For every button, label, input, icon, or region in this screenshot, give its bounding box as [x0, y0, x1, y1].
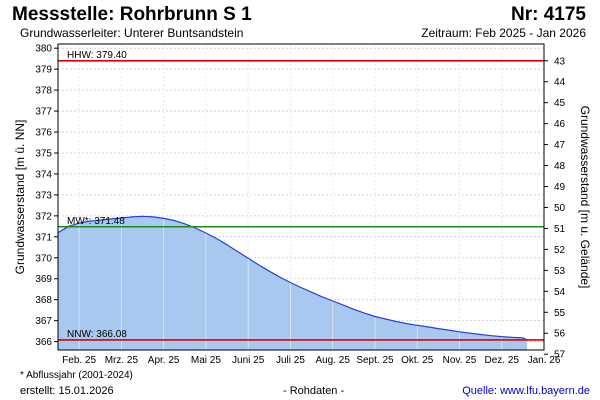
- y2-tick-label: 47: [554, 140, 566, 151]
- water-level-line: [57, 215, 528, 341]
- x-tick-label: Jan. 26: [528, 355, 561, 366]
- y-tick-label: 371: [35, 232, 52, 243]
- y-tick-label: 367: [35, 316, 52, 327]
- y-tick-label: 375: [35, 148, 52, 159]
- footnote: * Abflussjahr (2001-2024): [20, 370, 133, 381]
- created-date: erstellt: 15.01.2026: [20, 385, 114, 397]
- x-tick-label: Feb. 25: [62, 355, 96, 366]
- y-tick-label: 369: [35, 274, 52, 285]
- y2-tick-label: 55: [554, 308, 566, 319]
- reference-label: HHW: 379.40: [67, 50, 127, 61]
- y2-tick-label: 44: [554, 77, 566, 88]
- reference-label: NNW: 366.08: [67, 329, 127, 340]
- y2-tick-label: 51: [554, 224, 566, 235]
- x-tick-label: Okt. 25: [401, 355, 434, 366]
- y2-tick-label: 46: [554, 119, 566, 130]
- x-tick-label: Mai 25: [191, 355, 221, 366]
- y-tick-label: 380: [35, 44, 52, 55]
- y-tick-label: 368: [35, 295, 52, 306]
- reference-label: MW*: 371.48: [67, 216, 125, 227]
- y2-tick-label: 54: [554, 287, 566, 298]
- y-tick-label: 372: [35, 211, 52, 222]
- y-axis-label: Grundwasserstand [m ü. NN]: [13, 120, 27, 275]
- x-tick-label: Apr. 25: [148, 355, 180, 366]
- y2-tick-label: 52: [554, 245, 566, 256]
- y2-axis-label: Grundwasserstand [m u. Gelände]: [578, 106, 592, 289]
- raw-data-note: - Rohdaten -: [283, 385, 345, 397]
- y-tick-label: 370: [35, 253, 52, 264]
- x-tick-label: Mrz. 25: [105, 355, 139, 366]
- x-tick-label: Nov. 25: [443, 355, 477, 366]
- x-tick-label: Sept. 25: [356, 355, 394, 366]
- y-tick-label: 378: [35, 86, 52, 97]
- y-tick-label: 373: [35, 190, 52, 201]
- y2-tick-label: 57: [554, 350, 566, 361]
- y2-tick-label: 43: [554, 56, 566, 67]
- period-label: Zeitraum: Feb 2025 - Jan 2026: [421, 26, 586, 40]
- y-tick-label: 376: [35, 128, 52, 139]
- y2-tick-label: 53: [554, 266, 566, 277]
- x-tick-label: Juli 25: [276, 355, 305, 366]
- source-link[interactable]: Quelle: www.lfu.bayern.de: [462, 385, 590, 397]
- y2-tick-label: 45: [554, 98, 566, 109]
- x-tick-label: Aug. 25: [315, 355, 350, 366]
- y-tick-label: 379: [35, 65, 52, 76]
- y2-tick-label: 49: [554, 182, 566, 193]
- y2-tick-label: 56: [554, 329, 566, 340]
- y-tick-label: 374: [35, 169, 52, 180]
- y2-tick-label: 48: [554, 161, 566, 172]
- page-title: Messstelle: Rohrbrunn S 1: [12, 4, 252, 25]
- x-tick-label: Dez. 25: [485, 355, 520, 366]
- x-tick-label: Juni 25: [232, 355, 265, 366]
- y-tick-label: 366: [35, 337, 52, 348]
- station-number: Nr: 4175: [511, 4, 586, 25]
- plot-frame: [57, 43, 545, 351]
- y-tick-label: 377: [35, 107, 52, 118]
- water-level-area: [58, 216, 528, 350]
- y2-tick-label: 50: [554, 203, 566, 214]
- aquifer-label: Grundwasserleiter: Unterer Buntsandstein: [20, 26, 244, 40]
